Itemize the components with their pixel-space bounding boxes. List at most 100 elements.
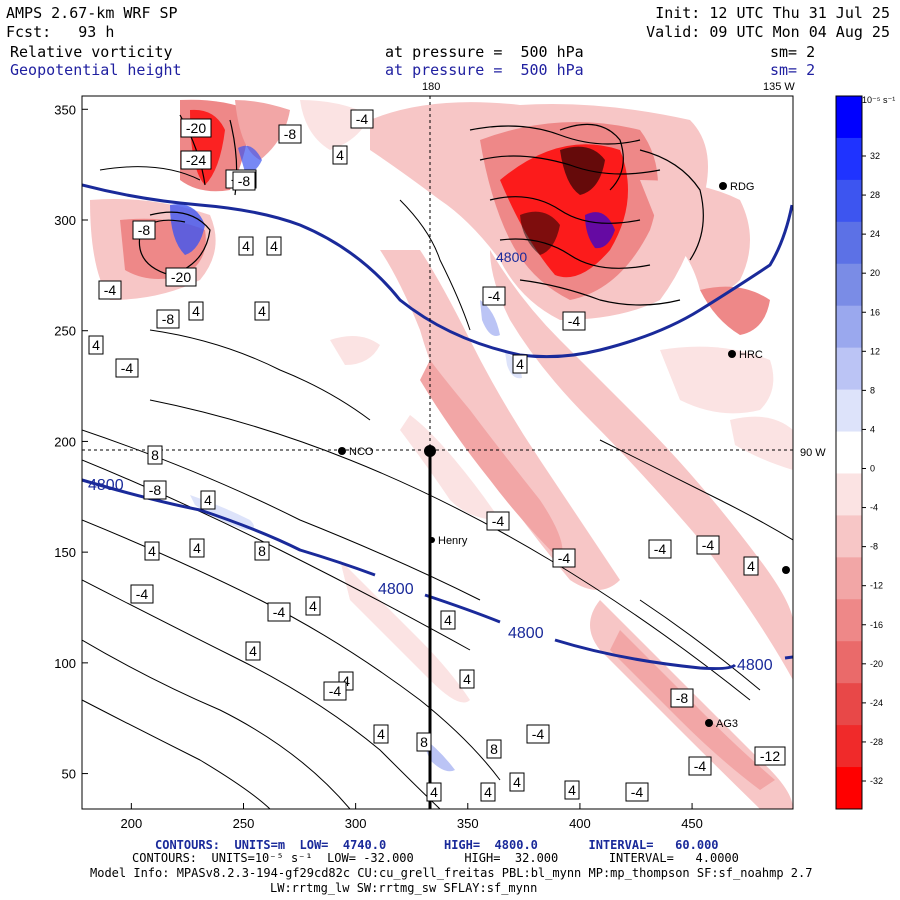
colorbar-tick-label: 4 <box>870 424 875 434</box>
svg-text:-4: -4 <box>488 288 501 304</box>
vorticity-label: 4 <box>305 596 321 616</box>
height-contours <box>82 183 793 671</box>
svg-text:4: 4 <box>148 543 156 559</box>
vorticity-label: -4 <box>350 109 374 129</box>
field2-smoothing: sm= 2 <box>770 61 816 79</box>
svg-text:-4: -4 <box>694 758 707 774</box>
svg-text:4: 4 <box>516 356 524 372</box>
field1-level: at pressure = 500 hPa <box>385 43 584 61</box>
colorbar-band <box>836 221 862 265</box>
svg-text:-4: -4 <box>356 111 369 127</box>
svg-text:-8: -8 <box>284 126 297 142</box>
svg-text:8: 8 <box>258 543 266 559</box>
svg-text:4: 4 <box>444 612 452 628</box>
svg-text:-24: -24 <box>186 152 206 168</box>
vorticity-label: -12 <box>754 746 786 766</box>
y-tick-label: 200 <box>54 434 76 449</box>
vorticity-label: 4 <box>332 145 348 165</box>
vorticity-label: -8 <box>132 220 156 240</box>
x-tick-label: 250 <box>233 816 255 831</box>
svg-text:8: 8 <box>490 741 498 757</box>
vorticity-label: -4 <box>486 511 510 531</box>
colorbar-band <box>836 347 862 391</box>
vorticity-label: 8 <box>254 541 270 561</box>
vorticity-label: -4 <box>323 681 347 701</box>
svg-text:4: 4 <box>377 726 385 742</box>
svg-text:-4: -4 <box>136 586 149 602</box>
x-tick-label: 350 <box>457 816 479 831</box>
vorticity-label: 4 <box>238 236 254 256</box>
footer-physics: LW:rrtmg_lw SW:rrtmg_sw SFLAY:sf_mynn <box>270 881 538 895</box>
svg-text:4: 4 <box>242 238 250 254</box>
svg-text:-4: -4 <box>104 282 117 298</box>
vorticity-label: 4 <box>564 780 580 800</box>
svg-text:-8: -8 <box>238 173 251 189</box>
vorticity-label: 8 <box>486 739 502 759</box>
svg-text:-4: -4 <box>702 537 715 553</box>
colorbar-band <box>836 263 862 307</box>
vorticity-label: -8 <box>278 124 302 144</box>
y-tick-label: 250 <box>54 324 76 339</box>
colorbar-frame <box>835 95 863 810</box>
vorticity-label: -4 <box>562 311 586 331</box>
vorticity-label: 4 <box>512 354 528 374</box>
vorticity-label: 4 <box>373 724 389 744</box>
vorticity-label: 4 <box>254 301 270 321</box>
colorbar-band <box>836 515 862 558</box>
colorbar-tick-label: -4 <box>870 503 878 513</box>
x-tick-label: 200 <box>120 816 142 831</box>
colorbar-band <box>836 305 862 349</box>
colorbar-tick-label: 16 <box>870 307 880 317</box>
colorbar: 32 28 24 20 16 12 8 4 0 -4 -8 -12 -16 -20 -24 -28 -32 <box>835 95 883 810</box>
colorbar-band <box>836 96 862 139</box>
svg-text:-4: -4 <box>121 360 134 376</box>
colorbar-tick-label: 20 <box>870 268 880 278</box>
colorbar-band <box>836 431 862 474</box>
svg-text:4: 4 <box>249 643 257 659</box>
y-tick-label: 50 <box>62 767 76 782</box>
vorticity-label: 4 <box>743 556 759 576</box>
svg-text:4: 4 <box>568 782 576 798</box>
station-label: AG3 <box>716 718 738 730</box>
vorticity-label: -4 <box>648 539 672 559</box>
vorticity-label: -4 <box>482 286 506 306</box>
svg-text:-4: -4 <box>329 683 342 699</box>
colorbar-tick-label: 28 <box>870 190 880 200</box>
x-axis: 200 250 300 350 400 450 <box>120 803 703 831</box>
svg-text:4: 4 <box>309 598 317 614</box>
vorticity-label: 4 <box>88 335 104 355</box>
vorticity-label: -20 <box>165 267 197 287</box>
y-tick-label: 150 <box>54 545 76 560</box>
svg-text:4: 4 <box>258 303 266 319</box>
svg-text:-4: -4 <box>568 313 581 329</box>
station-marker <box>429 537 435 543</box>
colorbar-tick-label: -16 <box>870 620 883 630</box>
colorbar-band <box>836 641 862 684</box>
height-label: 4800 <box>378 581 414 598</box>
svg-text:4: 4 <box>747 558 755 574</box>
vorticity-label: 4 <box>200 490 216 510</box>
field1-smoothing: sm= 2 <box>770 43 816 61</box>
vorticity-label: 4 <box>426 782 442 802</box>
svg-text:4: 4 <box>430 784 438 800</box>
footer-height-contours: CONTOURS: UNITS=m LOW= 4740.0 HIGH= 4800… <box>155 838 719 852</box>
vorticity-label: 4 <box>188 301 204 321</box>
vorticity-label: -4 <box>696 535 720 555</box>
svg-text:4: 4 <box>513 774 521 790</box>
colorbar-tick-label: -8 <box>870 542 878 552</box>
x-tick-label: 400 <box>569 816 591 831</box>
footer-model-info: Model Info: MPASv8.2.3-194-gf29cd82c CU:… <box>90 866 813 880</box>
colorbar-band <box>836 137 862 181</box>
vorticity-label: 4 <box>189 538 205 558</box>
vorticity-label: -8 <box>156 309 180 329</box>
svg-text:4: 4 <box>342 673 350 689</box>
init-time: Init: 12 UTC Thu 31 Jul 25 <box>655 4 890 22</box>
vorticity-label: 8 <box>416 732 432 752</box>
station-marker <box>782 566 790 574</box>
vorticity-label: -4 <box>526 724 550 744</box>
svg-text:4: 4 <box>192 303 200 319</box>
colorbar-tick-label: 0 <box>870 464 875 474</box>
lon-label-90w: 90 W <box>800 447 826 459</box>
vorticity-label: 4 <box>509 772 525 792</box>
